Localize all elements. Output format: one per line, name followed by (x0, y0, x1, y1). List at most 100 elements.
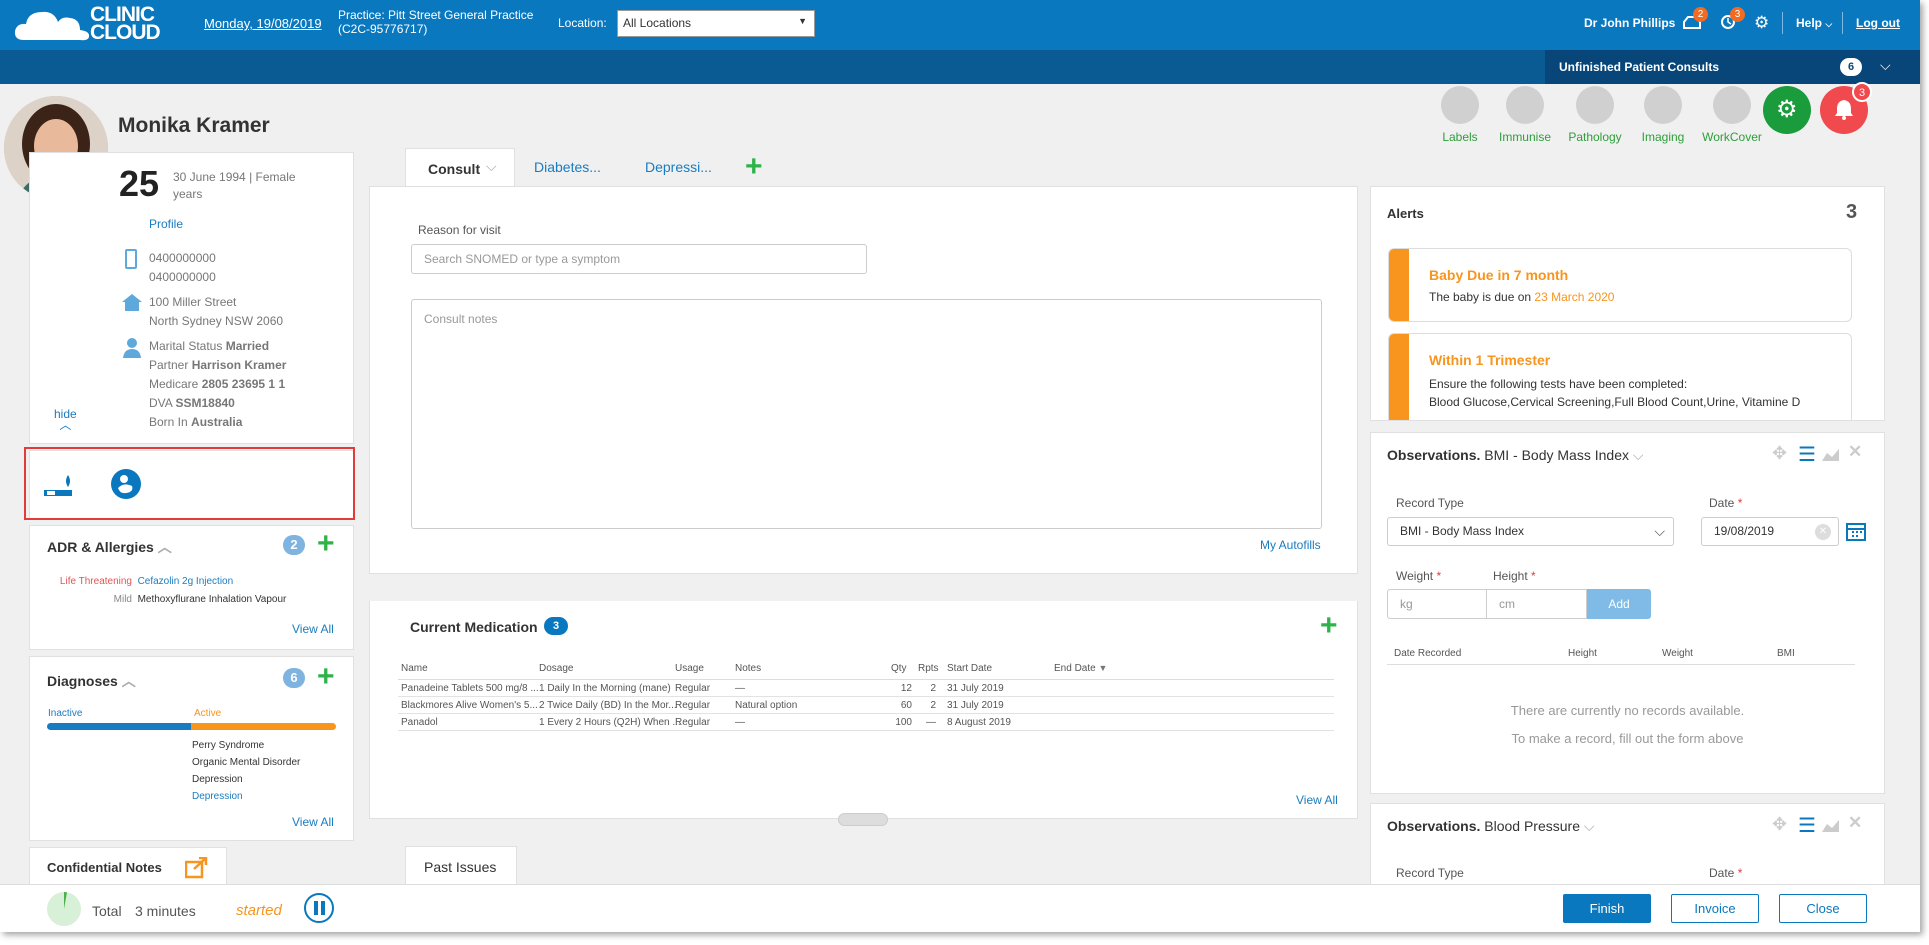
medication-view-all-link[interactable]: View All (1296, 793, 1338, 807)
hide-details-toggle[interactable]: hide ︿ (54, 407, 77, 431)
toolbar-button-imaging[interactable]: Imaging (1623, 86, 1703, 144)
smoking-icon[interactable] (44, 471, 76, 501)
medication-row[interactable]: Panadeine Tablets 500 mg/8 ... 1 Daily In… (398, 680, 1334, 697)
clear-icon[interactable]: ✕ (1815, 524, 1831, 540)
notifications-button[interactable]: 3 (1820, 82, 1872, 134)
tab-diabetes[interactable]: Diabetes... (534, 159, 601, 175)
col-height: Height (1568, 648, 1597, 659)
height-input[interactable]: cm (1486, 589, 1587, 619)
empty-message-2: To make a record, fill out the form abov… (1511, 731, 1744, 746)
external-link-icon[interactable] (185, 857, 209, 879)
chart-icon[interactable] (1822, 447, 1840, 461)
my-autofills-link[interactable]: My Autofills (1260, 538, 1321, 552)
list-icon[interactable]: ☰ (1798, 444, 1816, 466)
pause-icon (321, 901, 325, 915)
diagnosis-item[interactable]: Depression (192, 774, 243, 785)
close-button[interactable]: Close (1779, 894, 1867, 923)
obs-bmi-title[interactable]: Observations. BMI - Body Mass Index ⌵ (1387, 447, 1644, 463)
profile-link[interactable]: Profile (149, 217, 184, 231)
clinic-cloud-logo[interactable]: CLINIC CLOUD (14, 4, 170, 44)
toolbar-button-pathology[interactable]: Pathology (1555, 86, 1635, 144)
reason-for-visit-input[interactable]: Search SNOMED or type a symptom (411, 244, 867, 274)
alert-item[interactable]: Within 1 Trimester Ensure the following … (1388, 333, 1852, 420)
resize-handle[interactable] (838, 813, 888, 826)
alert-title: Baby Due in 7 month (1429, 267, 1569, 283)
alert-text-line-2: Blood Glucose,Cervical Screening,Full Bl… (1429, 395, 1801, 409)
tab-past-issues[interactable]: Past Issues (405, 846, 517, 886)
diagnosis-item[interactable]: Depression (192, 791, 243, 802)
help-menu[interactable]: Help ⌵ (1796, 16, 1832, 30)
medication-cell: Regular (675, 700, 711, 711)
date-input[interactable]: 19/08/2019 ✕ (1701, 517, 1839, 546)
consult-status: started (236, 902, 282, 919)
col-start-date: Start Date (947, 663, 993, 674)
date-label: Date * (1709, 496, 1743, 510)
chart-icon[interactable] (1822, 818, 1840, 832)
medication-row[interactable]: Panadol 1 Every 2 Hours (Q2H) When ... Reg… (398, 714, 1334, 731)
allergy-row[interactable]: Life Threatening Cefazolin 2g Injection (30, 573, 353, 591)
total-duration: 3 minutes (135, 903, 196, 919)
pregnancy-icon[interactable] (110, 468, 142, 500)
settings-button[interactable]: ⚙ (1763, 86, 1811, 134)
add-diagnosis-button[interactable]: + (317, 660, 335, 693)
tag-icon (1441, 86, 1479, 124)
col-date-recorded: Date Recorded (1394, 648, 1462, 659)
add-tab-button[interactable]: + (745, 150, 763, 183)
tab-consult[interactable]: Consult ⌵ (405, 148, 515, 186)
medication-cell: — (735, 717, 745, 728)
col-end-date[interactable]: End Date ▼ (1054, 663, 1107, 674)
col-usage: Usage (675, 663, 704, 674)
recalls-button[interactable]: 3 (1720, 7, 1745, 33)
alerts-title: Alerts (1387, 206, 1424, 221)
alert-item[interactable]: Baby Due in 7 month The baby is due on 2… (1388, 248, 1852, 322)
location-select[interactable]: All Locations ▼ (617, 10, 815, 37)
dropdown-arrow-icon: ▼ (798, 16, 807, 26)
unfinished-consults-bar[interactable]: Unfinished Patient Consults 6 ⌵ (1545, 50, 1920, 84)
diagnosis-item[interactable]: Organic Mental Disorder (192, 757, 301, 768)
record-type-select[interactable]: BMI - Body Mass Index ⌵ (1387, 517, 1674, 546)
obs-bp-title[interactable]: Observations. Blood Pressure ⌵ (1387, 818, 1595, 834)
patient-age: 25 (119, 163, 160, 204)
medication-cell: 31 July 2019 (947, 700, 1004, 711)
list-icon[interactable]: ☰ (1798, 815, 1816, 837)
toolbar-button-labels[interactable]: Labels (1420, 86, 1500, 144)
tab-depression[interactable]: Depressi... (645, 159, 712, 175)
add-medication-button[interactable]: + (1320, 609, 1338, 642)
toolbar-button-workcover[interactable]: WorkCover (1692, 86, 1772, 144)
close-icon[interactable]: ✕ (1848, 442, 1863, 461)
diagnoses-header[interactable]: Diagnoses ︿ (47, 671, 136, 691)
user-name[interactable]: Dr John Phillips (1584, 16, 1676, 30)
phone-2: 0400000000 (149, 270, 216, 284)
tab-label: Consult (428, 161, 481, 177)
consult-panel: Reason for visit Search SNOMED or type a… (369, 186, 1358, 574)
allergies-title: ADR & Allergies (47, 539, 154, 555)
logout-link[interactable]: Log out (1856, 16, 1900, 30)
close-icon[interactable]: ✕ (1848, 813, 1863, 832)
inbox-button[interactable]: 2 (1683, 7, 1708, 33)
col-name: Name (401, 663, 428, 674)
move-icon[interactable]: ✥ (1772, 443, 1788, 463)
calendar-icon[interactable] (1845, 521, 1867, 541)
current-date-link[interactable]: Monday, 19/08/2019 (204, 16, 322, 31)
finish-button[interactable]: Finish (1563, 894, 1651, 923)
allergy-row[interactable]: Mild Methoxyflurane Inhalation Vapour (30, 591, 353, 609)
add-observation-button[interactable]: Add (1587, 589, 1651, 619)
chevron-down-icon[interactable]: ⌵ (1880, 57, 1891, 73)
consult-notes-textarea[interactable]: Consult notes (411, 299, 1322, 529)
practice-name: Practice: Pitt Street General Practice (338, 8, 534, 22)
allergies-header[interactable]: ADR & Allergies ︿ (47, 537, 172, 557)
add-allergy-button[interactable]: + (317, 527, 335, 560)
pause-button[interactable] (304, 893, 334, 923)
footer-bar: Total 3 minutes started Finish Invoice C… (0, 884, 1920, 932)
total-label: Total (92, 903, 122, 919)
diagnoses-view-all-link[interactable]: View All (292, 815, 334, 829)
move-icon[interactable]: ✥ (1772, 814, 1788, 834)
toolbar-button-immunise[interactable]: Immunise (1485, 86, 1565, 144)
weight-input[interactable]: kg (1387, 589, 1487, 619)
diagnosis-item[interactable]: Perry Syndrome (192, 740, 265, 751)
allergies-view-all-link[interactable]: View All (292, 622, 334, 636)
location-value: All Locations (623, 16, 692, 30)
settings-gear-icon[interactable]: ⚙ (1754, 13, 1770, 32)
invoice-button[interactable]: Invoice (1671, 894, 1759, 923)
medication-row[interactable]: Blackmores Alive Women's 5... 2 Twice Dai… (398, 697, 1334, 714)
